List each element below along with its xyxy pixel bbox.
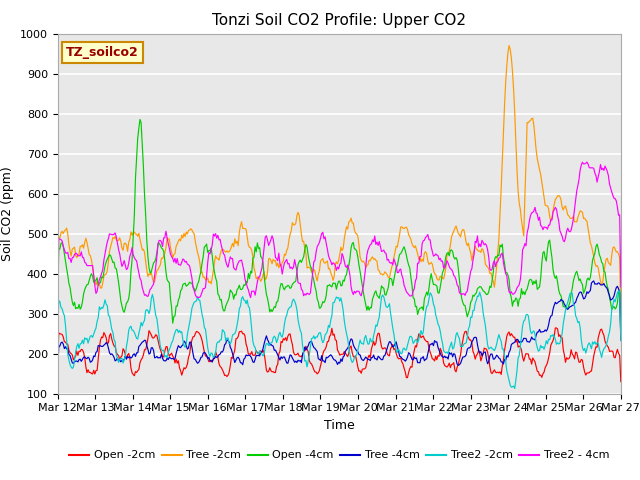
Tree2 - 4cm — [515, 282, 523, 288]
Tree -4cm — [54, 372, 61, 378]
Tree -2cm — [358, 259, 366, 264]
Open -2cm — [552, 325, 559, 331]
Tree2 -2cm — [511, 385, 518, 391]
Tree -4cm — [605, 290, 612, 296]
Open -4cm — [54, 311, 61, 317]
Open -4cm — [360, 290, 367, 296]
Tree2 - 4cm — [617, 284, 625, 290]
Tree2 -2cm — [324, 323, 332, 328]
X-axis label: Time: Time — [324, 419, 355, 432]
Tree2 - 4cm — [324, 253, 332, 259]
Tree -4cm — [358, 357, 366, 363]
Y-axis label: Soil CO2 (ppm): Soil CO2 (ppm) — [1, 166, 14, 261]
Tree -2cm — [389, 260, 397, 266]
Tree2 -2cm — [516, 344, 524, 349]
Open -2cm — [324, 338, 332, 344]
Open -2cm — [605, 345, 612, 350]
Tree -2cm — [324, 266, 332, 272]
Open -2cm — [54, 363, 61, 369]
Line: Open -4cm: Open -4cm — [58, 120, 621, 336]
Tree -2cm — [617, 314, 625, 320]
Open -4cm — [390, 276, 398, 282]
Open -2cm — [389, 342, 397, 348]
Tree -4cm — [515, 340, 523, 346]
Tree -4cm — [324, 354, 332, 360]
Tree2 - 4cm — [321, 234, 329, 240]
Open -2cm — [617, 379, 625, 384]
Open -4cm — [617, 334, 625, 339]
Tree -2cm — [54, 302, 61, 308]
Tree2 -2cm — [358, 341, 366, 347]
Tree2 -2cm — [54, 340, 61, 346]
Open -4cm — [605, 287, 612, 293]
Tree -2cm — [516, 207, 524, 213]
Tree2 - 4cm — [605, 173, 612, 179]
Tree2 -2cm — [321, 332, 329, 338]
Tree2 -2cm — [605, 333, 612, 339]
Tree -2cm — [505, 43, 513, 48]
Line: Tree2 -2cm: Tree2 -2cm — [58, 291, 621, 388]
Open -4cm — [136, 117, 144, 122]
Open -4cm — [326, 282, 333, 288]
Open -2cm — [321, 347, 329, 352]
Legend: Open -2cm, Tree -2cm, Open -4cm, Tree -4cm, Tree2 -2cm, Tree2 - 4cm: Open -2cm, Tree -2cm, Open -4cm, Tree -4… — [65, 446, 614, 465]
Line: Tree -4cm: Tree -4cm — [58, 281, 621, 375]
Open -2cm — [358, 366, 366, 372]
Text: TZ_soilco2: TZ_soilco2 — [66, 46, 139, 59]
Line: Tree2 - 4cm: Tree2 - 4cm — [58, 162, 621, 306]
Open -4cm — [323, 292, 330, 298]
Line: Tree -2cm: Tree -2cm — [58, 46, 621, 317]
Tree -4cm — [321, 360, 329, 365]
Line: Open -2cm: Open -2cm — [58, 328, 621, 382]
Tree2 -2cm — [616, 288, 623, 294]
Tree2 - 4cm — [583, 159, 591, 165]
Tree -2cm — [321, 260, 329, 266]
Tree -4cm — [617, 337, 625, 343]
Tree2 - 4cm — [389, 262, 397, 268]
Tree2 -2cm — [389, 325, 397, 331]
Tree2 - 4cm — [54, 303, 61, 309]
Title: Tonzi Soil CO2 Profile: Upper CO2: Tonzi Soil CO2 Profile: Upper CO2 — [212, 13, 466, 28]
Tree -4cm — [590, 278, 598, 284]
Tree2 - 4cm — [358, 288, 366, 294]
Tree -2cm — [605, 260, 612, 265]
Open -2cm — [515, 343, 523, 349]
Open -4cm — [516, 295, 524, 301]
Tree -4cm — [389, 344, 397, 350]
Tree2 -2cm — [617, 338, 625, 344]
